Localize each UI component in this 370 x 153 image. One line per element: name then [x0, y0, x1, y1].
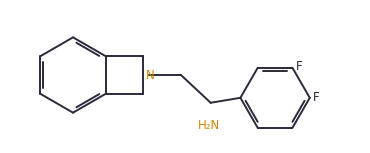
Text: N: N	[146, 69, 155, 82]
Text: F: F	[295, 60, 302, 73]
Text: F: F	[313, 91, 319, 104]
Text: H₂N: H₂N	[198, 119, 220, 132]
